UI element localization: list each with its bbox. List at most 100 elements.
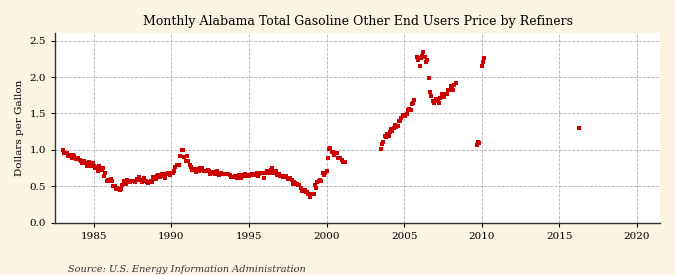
- Point: [405, 108, 416, 112]
- Point: [248, 172, 259, 177]
- Point: [167, 170, 178, 175]
- Point: [281, 174, 292, 178]
- Point: [209, 171, 219, 175]
- Point: [165, 172, 176, 177]
- Point: [105, 177, 116, 181]
- Point: [136, 180, 147, 185]
- Point: [316, 178, 327, 183]
- Point: [122, 178, 133, 182]
- Point: [329, 152, 340, 157]
- Y-axis label: Dollars per Gallon: Dollars per Gallon: [15, 80, 24, 176]
- Point: [399, 112, 410, 117]
- Point: [70, 156, 81, 161]
- Point: [472, 139, 483, 144]
- Point: [334, 156, 345, 161]
- Point: [294, 183, 305, 188]
- Point: [296, 189, 307, 193]
- Point: [418, 50, 429, 54]
- Point: [241, 173, 252, 177]
- Point: [108, 183, 119, 188]
- Point: [327, 150, 338, 154]
- Point: [76, 158, 86, 163]
- Point: [127, 179, 138, 184]
- Point: [394, 119, 404, 123]
- Point: [441, 92, 452, 96]
- Point: [234, 175, 245, 180]
- Point: [74, 158, 85, 162]
- Point: [238, 174, 249, 178]
- Point: [183, 158, 194, 163]
- Point: [159, 175, 170, 180]
- Point: [200, 169, 211, 174]
- Point: [289, 180, 300, 184]
- Point: [308, 191, 319, 196]
- Point: [267, 165, 277, 170]
- Point: [126, 179, 137, 183]
- Point: [279, 175, 290, 179]
- Point: [119, 182, 130, 186]
- Point: [263, 168, 274, 173]
- Point: [440, 92, 451, 96]
- Point: [173, 163, 184, 167]
- Point: [378, 140, 389, 144]
- Point: [227, 174, 238, 179]
- Point: [99, 174, 109, 178]
- Point: [155, 175, 165, 179]
- Point: [406, 102, 417, 106]
- Point: [389, 123, 400, 127]
- Point: [261, 171, 271, 175]
- Point: [125, 179, 136, 184]
- Point: [149, 177, 160, 182]
- Point: [107, 178, 117, 183]
- Point: [66, 156, 77, 161]
- Point: [396, 116, 407, 120]
- Point: [432, 97, 443, 101]
- Point: [151, 177, 161, 181]
- Point: [140, 179, 151, 183]
- Point: [180, 159, 191, 163]
- Point: [265, 167, 276, 172]
- Point: [273, 172, 284, 176]
- Point: [264, 171, 275, 175]
- Point: [109, 184, 120, 188]
- Point: [78, 159, 89, 164]
- Point: [69, 154, 80, 158]
- Point: [477, 60, 488, 65]
- Point: [61, 151, 72, 155]
- Point: [115, 186, 126, 191]
- Point: [404, 106, 414, 111]
- Point: [385, 127, 396, 132]
- Point: [68, 153, 78, 157]
- Point: [285, 176, 296, 180]
- Point: [73, 156, 84, 160]
- Point: [236, 176, 246, 180]
- Point: [252, 174, 263, 178]
- Point: [277, 175, 288, 179]
- Point: [231, 175, 242, 180]
- Point: [269, 169, 280, 174]
- Point: [288, 182, 298, 186]
- Point: [340, 160, 350, 164]
- Point: [95, 166, 106, 171]
- Point: [72, 157, 82, 161]
- Point: [259, 176, 270, 180]
- Point: [387, 129, 398, 133]
- Point: [286, 178, 297, 182]
- Point: [416, 56, 427, 60]
- Point: [302, 190, 313, 194]
- Point: [446, 84, 456, 88]
- Point: [310, 186, 321, 190]
- Point: [375, 147, 386, 151]
- Point: [148, 175, 159, 180]
- Point: [217, 172, 227, 176]
- Point: [161, 171, 171, 176]
- Point: [319, 173, 329, 178]
- Point: [321, 169, 332, 173]
- Point: [178, 148, 188, 152]
- Point: [166, 171, 177, 176]
- Point: [474, 140, 485, 145]
- Point: [131, 177, 142, 181]
- Point: [206, 170, 217, 174]
- Point: [134, 175, 144, 180]
- Point: [398, 112, 408, 117]
